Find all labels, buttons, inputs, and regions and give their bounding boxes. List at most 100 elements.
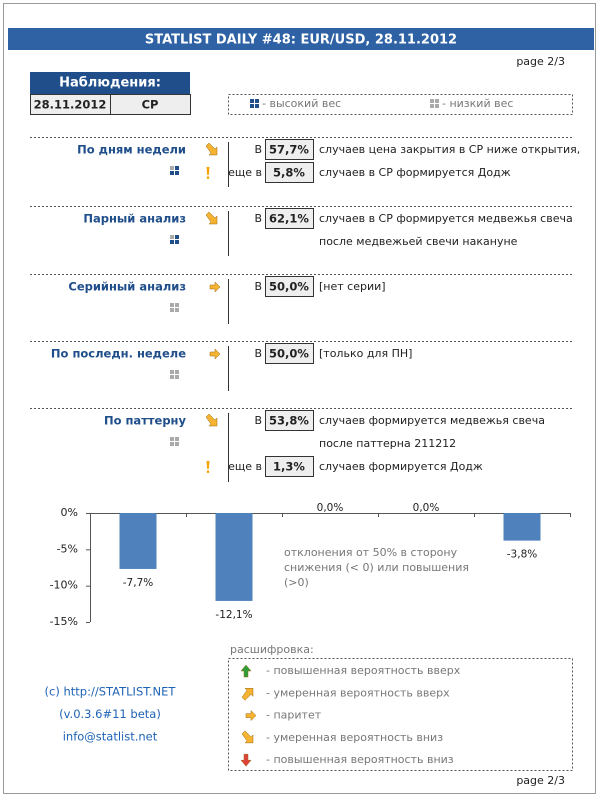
weight-tile [175, 235, 179, 239]
weight-icon-low [430, 99, 439, 108]
chart-annotation: (>0) [284, 576, 309, 589]
line-text: случаев формируется Додж [319, 460, 483, 473]
y-tick-label: -10% [50, 579, 78, 592]
weight-tile [170, 166, 174, 170]
line-text: случаев в СР формируется медвежья свеча [319, 212, 573, 225]
weight-tile [170, 370, 174, 374]
value-box [265, 276, 314, 297]
page-number: page 2/3 [516, 55, 565, 68]
arrow-shape [209, 281, 221, 293]
weight-icon [170, 303, 179, 312]
bar [119, 513, 157, 569]
line-text: после медвежьей свечи накануне [319, 235, 518, 248]
arrow-icon [240, 664, 252, 678]
value-box [265, 343, 314, 364]
arrow-icon [205, 413, 218, 427]
weight-tile [175, 166, 179, 170]
obs-day-cell [110, 94, 191, 115]
weight-tile [170, 240, 174, 244]
weight-tile [170, 308, 174, 312]
legend-item: - паритет [266, 709, 322, 722]
legend-box [228, 658, 573, 771]
line-value: 5,8% [273, 166, 305, 180]
weight-tile [175, 303, 179, 307]
chart-annotation: снижения (< 0) или повышения [284, 561, 469, 574]
bar-value-label: 0,0% [317, 502, 344, 514]
legend-item: - умеренная вероятность вниз [266, 731, 443, 744]
weight-tile [175, 370, 179, 374]
weight-tile [170, 171, 174, 175]
section-name: По паттерну [104, 414, 187, 428]
line-prefix: В [254, 212, 262, 225]
value-box [265, 410, 314, 431]
page-frame [3, 3, 596, 794]
arrow-shape [241, 688, 254, 701]
legend-item: - повышенная вероятность вниз [266, 753, 454, 766]
weight-tile [170, 303, 174, 307]
obs-day: СР [142, 98, 159, 112]
weight-tile [175, 375, 179, 379]
line-value: 57,7% [269, 143, 309, 157]
obs-header [30, 72, 190, 94]
line-text: случаев формируется медвежья свеча [319, 414, 545, 427]
weight-tile [170, 235, 174, 239]
bar-value-label: 0,0% [413, 502, 440, 514]
weight-tile [175, 171, 179, 175]
weight-tile [175, 308, 179, 312]
bar-value-label: -3,8% [507, 549, 537, 561]
value-box [265, 456, 314, 477]
weight-icon-high [250, 99, 259, 108]
section-name: По дням недели [77, 143, 186, 157]
weights-box [228, 94, 573, 115]
line-prefix: В [254, 414, 262, 427]
y-tick-label: 0% [61, 506, 78, 519]
value-box [265, 208, 314, 229]
line-prefix: В [254, 280, 262, 293]
section-name: По последн. неделе [51, 347, 186, 361]
warning-icon [206, 167, 210, 179]
weight-icon [170, 370, 179, 379]
arrow-shape [245, 709, 257, 722]
arrow-icon [241, 730, 254, 744]
line-value: 62,1% [269, 212, 309, 226]
weight-tile [175, 240, 179, 244]
obs-date: 28.11.2012 [34, 98, 107, 112]
value-box [265, 162, 314, 183]
warning-icon [206, 461, 210, 473]
arrow-shape [205, 142, 218, 156]
weight-high-label: - высокий вес [262, 97, 341, 110]
arrow-icon [205, 211, 218, 225]
section-name: Парный анализ [83, 212, 186, 226]
chart-annotation: отклонения от 50% в сторону [284, 546, 458, 559]
line-prefix: еще в [228, 460, 262, 473]
line-text: случаев в СР формируется Додж [319, 166, 511, 179]
obs-title: Наблюдения: [59, 76, 161, 91]
line-prefix: В [254, 347, 262, 360]
line-text: [нет серии] [319, 280, 386, 293]
line-text: случаев цена закрытия в СР ниже открытия… [319, 143, 580, 156]
header-bar [8, 28, 594, 50]
section-name: Серийный анализ [68, 280, 186, 294]
y-tick-label: -5% [57, 542, 78, 555]
legend-title: расшифровка: [230, 643, 314, 656]
arrow-icon [245, 709, 257, 722]
bar-value-label: -12,1% [215, 609, 252, 621]
arrow-shape [205, 211, 218, 225]
line-prefix: В [254, 143, 262, 156]
weight-tile [175, 437, 179, 441]
weight-low-label: - низкий вес [442, 97, 513, 110]
arrow-shape [209, 348, 221, 360]
line-value: 50,0% [269, 347, 309, 361]
line-prefix: еще в [228, 166, 262, 179]
bar [503, 513, 541, 541]
weight-tile [175, 442, 179, 446]
line-value: 53,8% [269, 414, 309, 428]
arrow-shape [240, 753, 252, 767]
line-value: 50,0% [269, 280, 309, 294]
footer-link: info@statlist.net [63, 730, 158, 744]
page-number-bottom: page 2/3 [516, 774, 565, 787]
weight-icon [170, 437, 179, 446]
line-value: 1,3% [273, 460, 305, 474]
arrow-icon [241, 688, 254, 701]
